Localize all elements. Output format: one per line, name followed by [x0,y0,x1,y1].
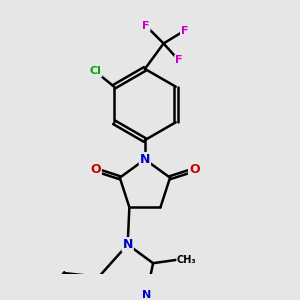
Text: F: F [175,56,183,65]
Text: F: F [142,21,150,31]
Text: F: F [181,26,188,36]
Text: O: O [90,163,101,176]
Text: N: N [122,238,133,251]
Text: O: O [189,163,200,176]
Text: Cl: Cl [89,66,101,76]
Text: N: N [140,153,150,166]
Text: N: N [142,290,151,300]
Text: CH₃: CH₃ [177,255,196,265]
